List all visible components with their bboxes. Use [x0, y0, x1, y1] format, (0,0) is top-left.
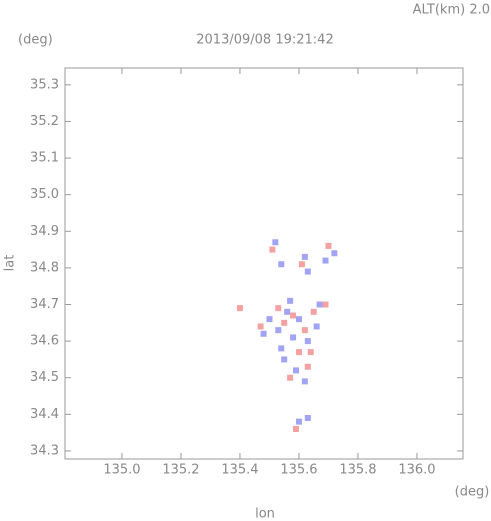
radar-cell	[304, 268, 311, 275]
y-tick-label: 34.5	[30, 370, 59, 385]
radar-cell	[304, 338, 311, 345]
radar-cell	[316, 301, 323, 308]
radar-cell	[322, 257, 329, 264]
x-tick-label: 135.0	[103, 463, 140, 478]
radar-cell	[293, 425, 300, 432]
radar-cell	[272, 239, 279, 246]
x-tick-label: 135.4	[221, 463, 258, 478]
radar-cell	[301, 253, 308, 260]
x-tick-label: 136.0	[398, 463, 435, 478]
x-unit: (deg)	[455, 485, 490, 500]
radar-cell	[281, 356, 288, 363]
y-tick-label: 35.3	[30, 77, 59, 92]
annotation: ALT(km) 2.0	[413, 3, 490, 18]
y-unit: (deg)	[18, 33, 53, 48]
radar-cell	[331, 250, 338, 257]
radar-cell	[275, 327, 282, 334]
radar-cell	[284, 308, 291, 315]
y-tick-label: 35.2	[30, 114, 59, 129]
radar-cell	[287, 374, 294, 381]
y-axis-label: lat	[3, 255, 18, 272]
x-tick-label: 135.8	[339, 463, 376, 478]
y-tick-label: 34.3	[30, 443, 59, 458]
radar-cell	[301, 378, 308, 385]
radar-cell	[310, 308, 317, 315]
radar-cell	[278, 261, 285, 268]
radar-cell	[301, 327, 308, 334]
radar-cell	[287, 297, 294, 304]
radar-cell	[295, 418, 302, 425]
y-tick-label: 34.6	[30, 334, 59, 349]
y-tick-label: 34.4	[30, 407, 59, 422]
radar-cell	[266, 316, 273, 323]
chart-title: 2013/09/08 19:21:42	[196, 33, 333, 48]
radar-cell	[281, 319, 288, 326]
x-axis-label: lon	[255, 507, 275, 521]
radar-cell	[293, 367, 300, 374]
radar-cell	[260, 330, 267, 337]
radar-cell	[298, 261, 305, 268]
y-tick-label: 34.9	[30, 224, 59, 239]
radar-cell	[304, 414, 311, 421]
x-tick-label: 135.6	[280, 463, 317, 478]
radar-cell	[269, 246, 276, 253]
radar-cell	[322, 301, 329, 308]
y-tick-label: 34.7	[30, 297, 59, 312]
radar-cell	[290, 334, 297, 341]
radar-cell	[295, 349, 302, 356]
y-tick-label: 34.8	[30, 260, 59, 275]
plot-frame	[64, 67, 464, 460]
radar-cell	[313, 323, 320, 330]
y-tick-label: 35.0	[30, 187, 59, 202]
radar-cell	[307, 349, 314, 356]
radar-cell	[275, 305, 282, 312]
radar-cell	[257, 323, 264, 330]
radar-cell	[325, 242, 332, 249]
radar-cell	[290, 312, 297, 319]
x-tick-label: 135.2	[162, 463, 199, 478]
radar-cell	[295, 316, 302, 323]
radar-cell	[236, 305, 243, 312]
radar-cell	[278, 345, 285, 352]
y-tick-label: 35.1	[30, 151, 59, 166]
radar-cell	[304, 363, 311, 370]
